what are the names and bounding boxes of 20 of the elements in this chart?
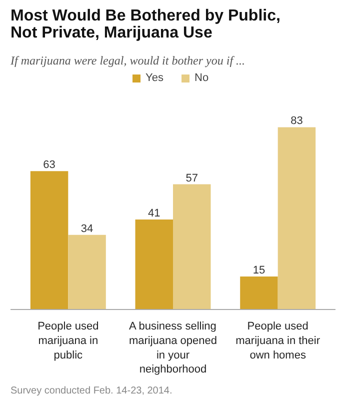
- legend-label: Yes: [146, 72, 164, 84]
- bar: [68, 234, 106, 310]
- data-label: 63: [43, 159, 56, 172]
- data-label: 57: [186, 172, 198, 184]
- legend-label: No: [194, 72, 210, 84]
- chart-subtitle: If marijuana were legal, would it bother you if ...: [10, 54, 246, 68]
- bar: [240, 276, 278, 310]
- data-label: 83: [290, 115, 303, 128]
- bar: [135, 219, 173, 310]
- text: Survey conducted Feb. 14-23, 2014.: [10, 386, 172, 396]
- data-label: 34: [80, 222, 94, 235]
- bar: [30, 171, 68, 310]
- x-tick-label: A business selling marijuana opened in your neighborhood: [128, 320, 218, 376]
- chart-title: Most Would Be Bothered by Public, Not Private, Marijuana Use: [10, 8, 280, 42]
- x-tick-label: People used marijuana in their own homes: [236, 320, 320, 362]
- x-tick-label: People used marijuana in public: [38, 320, 99, 362]
- bar: [173, 184, 211, 310]
- data-label: 41: [148, 207, 160, 220]
- bar: [278, 127, 316, 310]
- data-label: 15: [252, 264, 266, 277]
